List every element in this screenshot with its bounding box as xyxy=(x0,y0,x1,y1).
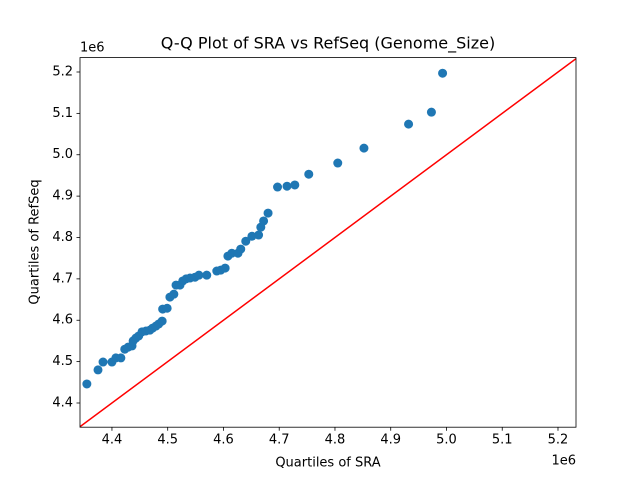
point xyxy=(157,316,167,326)
point xyxy=(404,119,414,129)
y-offset-label: 1e6 xyxy=(80,41,105,56)
reference-line xyxy=(80,57,576,428)
point xyxy=(290,180,300,190)
point xyxy=(304,169,314,179)
point xyxy=(236,244,246,254)
x-offset-label: 1e6 xyxy=(551,454,576,469)
y-axis-label: Quartiles of RefSeq xyxy=(28,179,43,304)
y-tick-label: 4.4 xyxy=(52,395,73,410)
point xyxy=(202,270,212,280)
point xyxy=(98,357,108,367)
y-tick-label: 5.1 xyxy=(52,106,73,121)
point xyxy=(162,303,172,313)
plot-area xyxy=(80,57,576,428)
point xyxy=(220,263,230,273)
y-tick-label: 5.2 xyxy=(52,64,73,79)
point xyxy=(359,143,369,153)
point xyxy=(82,379,92,389)
y-tick-label: 5.0 xyxy=(52,147,73,162)
point xyxy=(254,230,264,240)
point xyxy=(169,289,179,299)
x-tick-label: 5.1 xyxy=(492,433,513,448)
y-tick-label: 4.9 xyxy=(52,189,73,204)
point xyxy=(194,270,204,280)
point xyxy=(263,208,273,218)
axes-frame xyxy=(79,57,577,428)
x-tick-label: 4.5 xyxy=(157,433,178,448)
point xyxy=(426,107,436,117)
x-tick-label: 5.0 xyxy=(436,433,457,448)
point xyxy=(247,231,257,241)
x-tick-label: 4.7 xyxy=(269,433,290,448)
x-tick-label: 4.9 xyxy=(380,433,401,448)
y-tick-label: 4.7 xyxy=(52,271,73,286)
point xyxy=(116,353,126,363)
x-tick-label: 4.4 xyxy=(102,433,123,448)
y-tick-label: 4.5 xyxy=(52,354,73,369)
x-tick-label: 4.8 xyxy=(325,433,346,448)
y-tick-label: 4.8 xyxy=(52,230,73,245)
point xyxy=(259,216,269,226)
x-tick-label: 4.6 xyxy=(213,433,234,448)
y-tick-label: 4.6 xyxy=(52,313,73,328)
point xyxy=(93,365,103,375)
chart-title: Q-Q Plot of SRA vs RefSeq (Genome_Size) xyxy=(161,34,495,54)
point xyxy=(333,158,343,168)
x-tick-label: 5.2 xyxy=(548,433,569,448)
point xyxy=(273,182,283,192)
point xyxy=(241,236,251,246)
point xyxy=(282,181,292,191)
point xyxy=(438,68,448,78)
x-axis-label: Quartiles of SRA xyxy=(275,456,380,471)
